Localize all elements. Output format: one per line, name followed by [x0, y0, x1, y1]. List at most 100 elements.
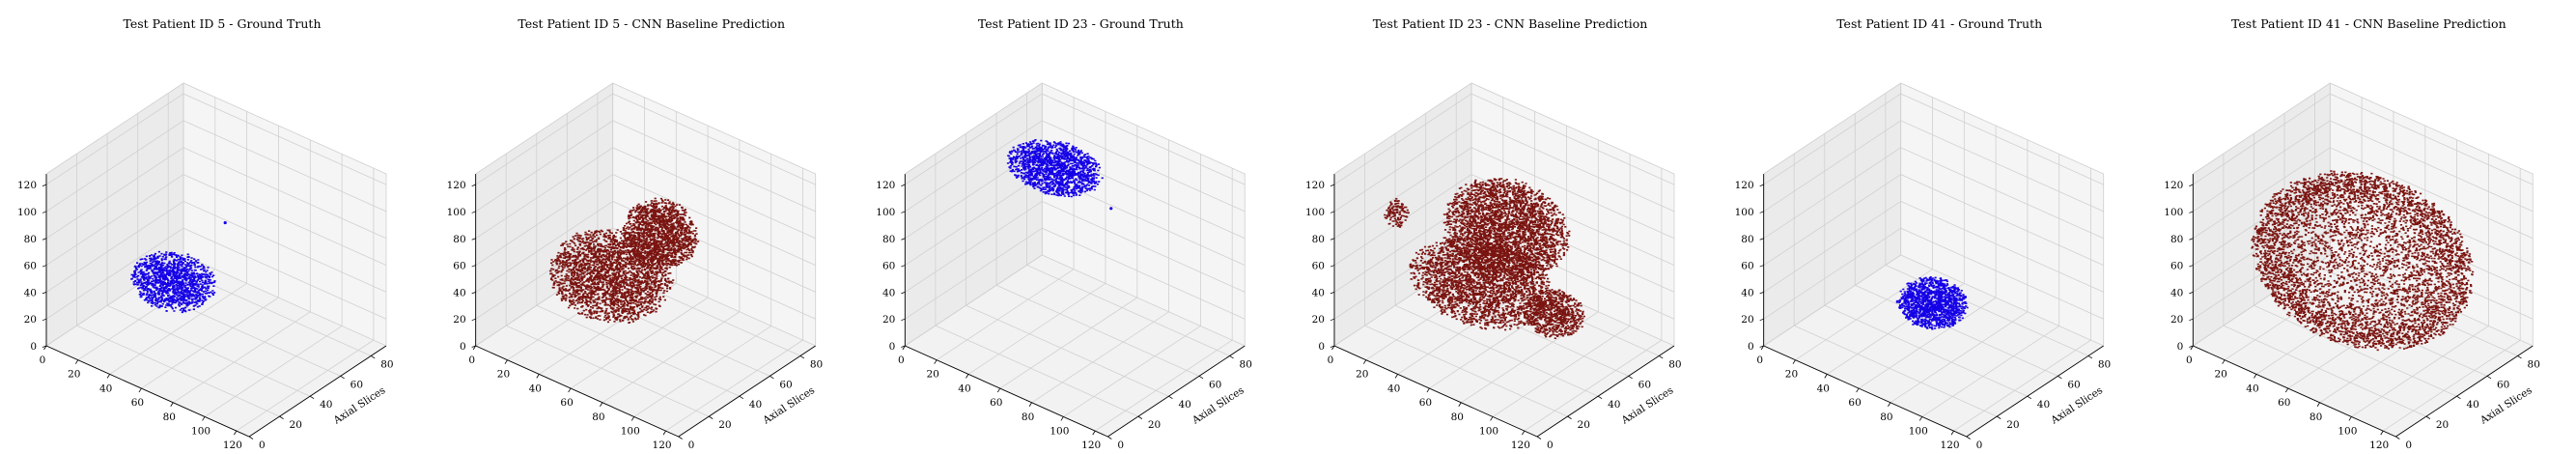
y-tick-label: 60	[2067, 379, 2080, 390]
x-tick-label: 0	[468, 355, 475, 366]
x-tick-label: 100	[1050, 425, 1069, 437]
y-tick-mark	[1997, 415, 2002, 419]
chart-panel-6: Test Patient ID 41 - CNN Baseline Predic…	[2164, 16, 2540, 451]
x-tick-label: 120	[223, 440, 242, 451]
floor-pane	[46, 255, 386, 437]
z-tick-mark	[471, 184, 476, 186]
y-axis-label: Axial Slices	[331, 384, 388, 427]
y-axis-label: Axial Slices	[1190, 384, 1246, 427]
y-axis-label: Axial Slices	[2048, 384, 2105, 427]
scatter-points	[1384, 178, 1585, 339]
z-tick-label: 20	[882, 314, 895, 326]
x-tick-mark	[1028, 402, 1032, 407]
left-pane	[46, 83, 183, 346]
x-tick-mark	[504, 359, 508, 364]
y-tick-label: 80	[2528, 358, 2540, 370]
x-tick-label: 80	[163, 411, 176, 423]
y-tick-mark	[739, 395, 743, 400]
y-tick-mark	[1168, 395, 1173, 400]
x-tick-label: 60	[131, 397, 144, 409]
z-tick-label: 20	[1312, 314, 1325, 326]
z-tick-label: 100	[447, 207, 466, 218]
z-tick-mark	[901, 292, 906, 295]
z-tick-mark	[1330, 238, 1335, 241]
z-tick-mark	[1759, 211, 1764, 213]
z-tick-mark	[1330, 211, 1335, 213]
x-tick-label: 40	[99, 383, 112, 394]
x-tick-label: 60	[1848, 397, 1861, 409]
x-tick-label: 20	[1356, 369, 1368, 381]
z-tick-label: 0	[1318, 341, 1325, 353]
x-tick-label: 20	[68, 369, 80, 381]
x-tick-mark	[662, 430, 666, 436]
z-tick-mark	[2189, 292, 2194, 295]
z-tick-mark	[42, 238, 47, 241]
y-tick-label: 40	[2466, 399, 2478, 411]
x-tick-mark	[1918, 416, 1923, 421]
z-tick-label: 20	[2170, 314, 2183, 326]
left-pane	[475, 83, 613, 346]
y-tick-label: 0	[1976, 440, 1983, 451]
pane-edge	[905, 82, 1246, 346]
z-tick-mark	[2189, 184, 2194, 186]
z-tick-mark	[1759, 238, 1764, 241]
y-tick-label: 60	[2497, 379, 2509, 390]
x-tick-label: 20	[1785, 369, 1798, 381]
x-tick-label: 120	[2369, 440, 2389, 451]
z-tick-label: 40	[1312, 287, 1325, 298]
y-axis-label: Axial Slices	[1619, 384, 1676, 427]
z-tick-label: 120	[1735, 180, 1754, 191]
x-tick-label: 120	[1511, 440, 1530, 451]
y-tick-label: 20	[2436, 419, 2449, 431]
y-tick-mark	[1966, 436, 1971, 440]
panel-title: Test Patient ID 5 - CNN Baseline Predict…	[518, 16, 785, 31]
z-tick-label: 100	[1305, 207, 1325, 218]
x-tick-mark	[966, 374, 969, 379]
x-tick-mark	[1394, 374, 1398, 379]
x-axis-line	[45, 345, 250, 438]
y-tick-mark	[2027, 395, 2031, 400]
x-tick-label: 40	[1817, 383, 1830, 394]
y-tick-mark	[1628, 375, 1633, 380]
z-tick-mark	[471, 265, 476, 268]
left-pane	[2193, 83, 2331, 346]
z-tick-mark	[901, 265, 906, 268]
x-tick-label: 60	[2278, 397, 2290, 409]
x-tick-mark	[472, 345, 477, 351]
panel-title: Test Patient ID 23 - Ground Truth	[978, 16, 1184, 31]
x-tick-label: 80	[1022, 411, 1034, 423]
x-tick-label: 100	[1909, 425, 1928, 437]
y-tick-label: 80	[2098, 358, 2111, 370]
y-tick-mark	[1107, 436, 1112, 440]
z-tick-label: 40	[882, 287, 895, 298]
x-tick-label: 0	[1328, 355, 1334, 366]
x-tick-label: 0	[2186, 355, 2193, 366]
y-tick-mark	[2456, 395, 2461, 400]
x-tick-mark	[1362, 359, 1367, 364]
chart-panel-2: Test Patient ID 5 - CNN Baseline Predict…	[447, 16, 824, 451]
y-tick-label: 80	[1668, 358, 1681, 370]
z-tick-label: 120	[2164, 180, 2183, 191]
x-tick-mark	[1426, 387, 1430, 393]
y-tick-label: 60	[1209, 379, 1221, 390]
y-tick-mark	[2058, 375, 2062, 380]
x-tick-label: 80	[1451, 411, 1464, 423]
y-tick-mark	[709, 415, 714, 419]
back-pane	[612, 83, 816, 346]
x-tick-mark	[106, 374, 110, 379]
x-tick-mark	[43, 345, 47, 351]
z-tick-mark	[42, 292, 47, 295]
y-axis-line	[248, 345, 387, 438]
z-tick-label: 0	[2177, 341, 2184, 353]
y-tick-mark	[770, 375, 774, 380]
z-tick-label: 120	[1305, 180, 1325, 191]
x-tick-mark	[202, 416, 206, 421]
y-tick-label: 60	[350, 379, 363, 390]
y-tick-label: 40	[320, 399, 332, 411]
z-tick-mark	[901, 184, 906, 186]
z-tick-mark	[1759, 318, 1764, 322]
z-tick-label: 0	[30, 341, 37, 353]
x-tick-mark	[536, 374, 540, 379]
y-tick-label: 0	[688, 440, 695, 451]
